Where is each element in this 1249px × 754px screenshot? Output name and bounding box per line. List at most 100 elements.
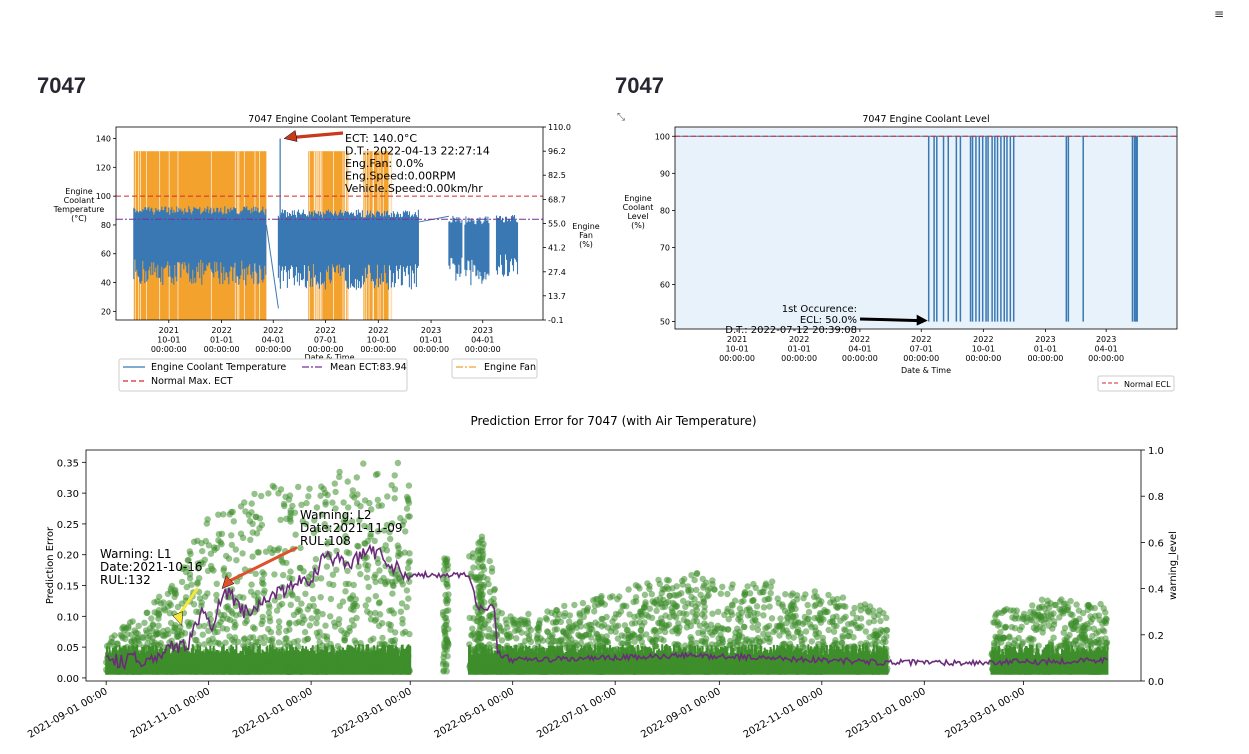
scatter-point <box>777 615 784 622</box>
scatter-point <box>726 642 733 649</box>
warning-l2-text: Date:2021-11-09 <box>300 521 402 535</box>
scatter-point <box>766 603 773 610</box>
scatter-point <box>718 635 726 642</box>
scatter-point <box>343 630 351 638</box>
xtick-label: 2023-03-01 00:00 <box>943 686 1027 741</box>
scatter-point <box>685 588 692 595</box>
scatter-point <box>146 660 153 668</box>
scatter-point <box>1036 604 1043 611</box>
scatter-point <box>279 662 286 669</box>
scatter-point <box>289 592 296 599</box>
scatter-point <box>405 482 413 489</box>
scatter-point <box>700 584 707 591</box>
scatter-point <box>741 640 749 647</box>
scatter-point <box>811 624 819 631</box>
scatter-point <box>111 632 118 639</box>
scatter-point <box>672 614 680 621</box>
scatter-point <box>389 520 396 527</box>
xtick-label: 2022 <box>911 335 931 344</box>
scatter-point <box>1060 601 1068 608</box>
scatter-point <box>443 621 450 628</box>
scatter-point <box>220 565 228 572</box>
scatter-point <box>808 638 815 645</box>
scatter-point <box>213 591 220 599</box>
scatter-point <box>210 647 217 655</box>
ytick-label: 0.15 <box>57 582 79 593</box>
scatter-point <box>157 640 164 647</box>
scatter-point <box>534 624 542 631</box>
scatter-point <box>552 619 560 626</box>
scatter-point <box>148 615 155 622</box>
scatter-point <box>1057 642 1064 649</box>
ect-annotation-arrow <box>292 131 344 140</box>
scatter-point <box>487 598 495 605</box>
scatter-point <box>551 666 559 673</box>
scatter-point <box>493 662 501 669</box>
scatter-point <box>868 641 876 648</box>
scatter-point <box>301 637 308 644</box>
scatter-point <box>603 613 610 621</box>
scatter-point <box>880 609 887 617</box>
scatter-point <box>365 596 372 603</box>
scatter-point <box>294 608 301 616</box>
left-panel-header: 7047 <box>37 73 86 98</box>
expand-icon[interactable]: ⤡ <box>617 112 625 123</box>
scatter-point <box>818 615 825 622</box>
scatter-point <box>287 658 295 666</box>
scatter-point <box>275 618 283 625</box>
scatter-point <box>237 503 245 510</box>
scatter-point <box>154 668 161 675</box>
scatter-point <box>386 529 393 536</box>
scatter-point <box>219 668 226 675</box>
scatter-point <box>1095 628 1103 635</box>
scatter-point <box>194 560 202 567</box>
scatter-point <box>1010 663 1018 671</box>
scatter-point <box>475 584 482 591</box>
xtick-label: 2022-05-01 00:00 <box>433 686 517 741</box>
xtick-label: 07-01 <box>910 345 933 354</box>
scatter-point <box>188 581 195 588</box>
scatter-point <box>748 597 756 605</box>
scatter-point <box>587 661 594 669</box>
scatter-point <box>337 668 344 675</box>
scatter-point <box>177 660 184 668</box>
xtick-label: 2022-11-01 00:00 <box>742 686 826 741</box>
scatter-point <box>259 613 266 621</box>
scatter-point <box>1018 623 1025 630</box>
scatter-point <box>590 597 597 604</box>
scatter-point <box>816 668 823 675</box>
scatter-point <box>1082 634 1089 641</box>
scatter-point <box>201 641 208 648</box>
scatter-point <box>662 628 669 636</box>
scatter-point <box>589 666 596 673</box>
scatter-point <box>198 540 205 547</box>
scatter-point <box>841 626 848 633</box>
scatter-point <box>621 633 628 640</box>
scatter-point <box>500 657 507 665</box>
scatter-point <box>1007 648 1014 656</box>
scatter-point <box>194 645 201 652</box>
scatter-point <box>643 631 650 638</box>
scatter-point <box>861 654 868 661</box>
scatter-point <box>390 582 397 590</box>
scatter-point <box>1093 650 1101 657</box>
scatter-point <box>281 502 288 510</box>
y2label: warning_level <box>1168 531 1179 600</box>
scatter-point <box>632 582 640 589</box>
scatter-point <box>1065 668 1073 675</box>
ytick-label: 140 <box>96 135 111 144</box>
scatter-point <box>357 643 365 651</box>
scatter-point <box>486 648 493 656</box>
legend-label: Normal Max. ECT <box>151 376 233 387</box>
scatter-point <box>375 662 382 670</box>
menu-icon[interactable]: ≡ <box>1214 7 1225 21</box>
scatter-point <box>754 656 762 664</box>
scatter-point <box>623 647 630 654</box>
ect-annotation-text: Eng.Fan: 0.0% <box>345 157 424 170</box>
scatter-point <box>379 634 386 642</box>
scatter-point <box>687 639 695 647</box>
scatter-point <box>663 644 671 651</box>
scatter-point <box>664 598 672 606</box>
scatter-point <box>135 622 142 629</box>
scatter-point <box>790 602 798 609</box>
